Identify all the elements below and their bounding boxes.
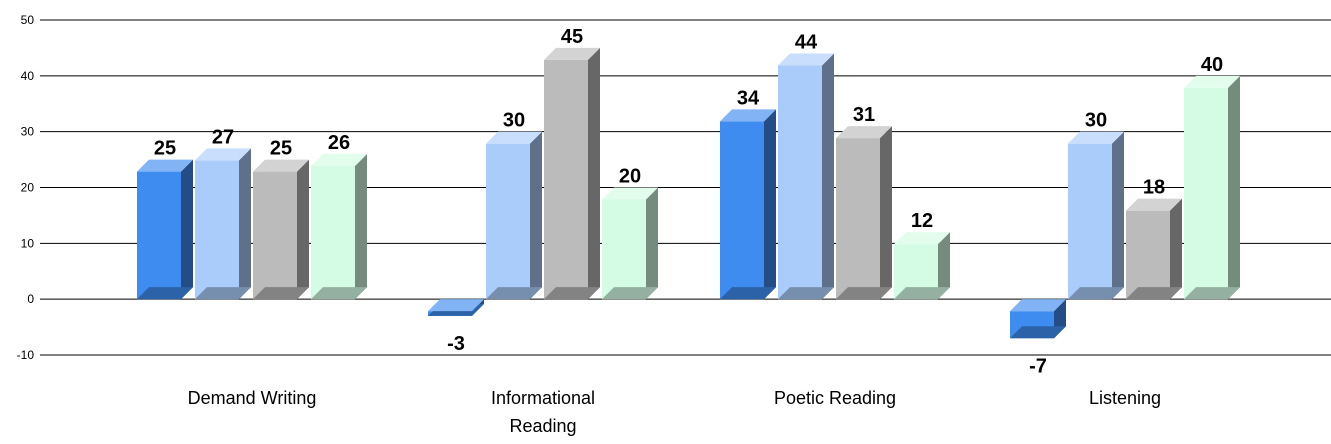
data-label: 25	[270, 138, 292, 160]
data-label: 30	[503, 110, 525, 132]
data-label: 27	[212, 126, 234, 148]
bar	[1184, 75, 1240, 300]
data-label: 18	[1143, 177, 1165, 199]
y-tick-label: 50	[21, 13, 35, 27]
bar	[311, 154, 367, 300]
category-label: Poetic Reading	[774, 388, 896, 408]
y-axis: 50 40 30 20 10 0 -10	[17, 13, 35, 362]
bar	[1126, 198, 1182, 300]
y-tick-label: -10	[17, 348, 35, 362]
data-label: 45	[561, 26, 583, 48]
category-label: Informational Reading	[491, 388, 595, 436]
category-label: Demand Writing	[188, 388, 317, 408]
bar	[894, 232, 950, 300]
data-label: 40	[1201, 54, 1223, 76]
data-label: 34	[737, 87, 760, 109]
data-label: -7	[1029, 355, 1047, 377]
category-label: Listening	[1089, 388, 1161, 408]
bar	[720, 109, 776, 300]
bar	[486, 131, 542, 300]
y-tick-label: 20	[21, 181, 35, 195]
y-tick-label: 30	[21, 125, 35, 139]
y-tick-label: 10	[21, 236, 35, 250]
y-tick-label: 0	[27, 292, 34, 306]
data-label: 31	[853, 104, 875, 126]
bar	[253, 159, 309, 300]
bar	[544, 47, 600, 300]
data-label: 44	[795, 32, 818, 54]
data-label: 26	[328, 132, 350, 154]
data-label: 25	[154, 138, 176, 160]
bar	[137, 159, 193, 300]
data-labels: 25 27 25 26 -3 30 45 20 34 44 31 12 -7 30 18 40	[154, 26, 1223, 377]
data-label: 12	[911, 210, 933, 232]
bar	[1010, 299, 1066, 339]
data-label: 30	[1085, 110, 1107, 132]
data-label: -3	[447, 333, 465, 355]
bar	[778, 53, 834, 300]
bar	[428, 299, 484, 316]
category-labels: Demand Writing Informational Reading Poetic…	[188, 388, 1161, 436]
bar	[602, 187, 658, 300]
y-tick-label: 40	[21, 69, 35, 83]
data-label: 20	[619, 166, 641, 188]
bar	[195, 148, 251, 300]
bar	[1068, 131, 1124, 300]
bars	[137, 47, 1240, 339]
bar	[836, 126, 892, 300]
